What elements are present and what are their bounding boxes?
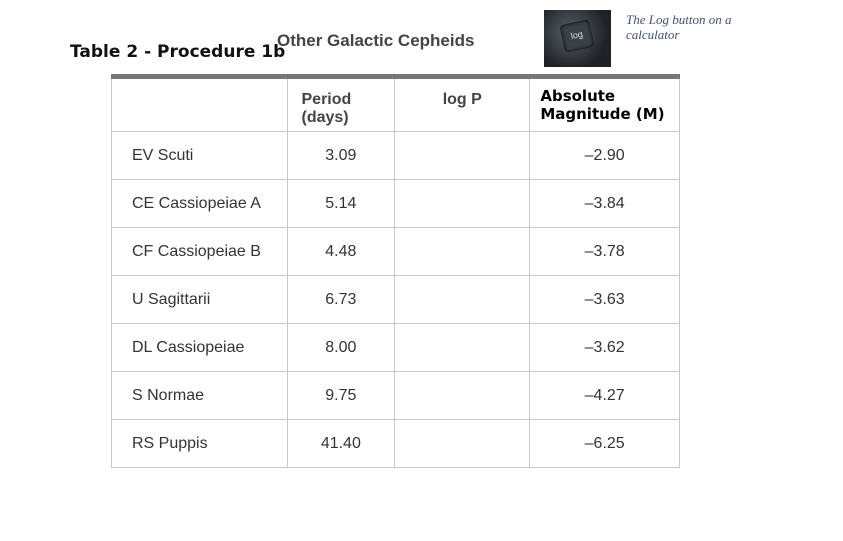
log-p-blank [394, 419, 531, 468]
period: 41.40 [286, 419, 396, 468]
table-row: DL Cassiopeiae 8.00 –3.62 [111, 323, 680, 372]
absolute-magnitude: –4.27 [529, 371, 680, 420]
log-p-blank [394, 227, 531, 276]
log-key: log [559, 19, 595, 53]
log-p-blank [394, 371, 531, 420]
absolute-magnitude: –3.84 [529, 179, 680, 228]
period: 5.14 [286, 179, 396, 228]
star-name: CE Cassiopeiae A [111, 179, 288, 228]
header-cell: Period (days) [286, 76, 396, 132]
image-caption: The Log button on a calculator [626, 12, 732, 42]
log-p-blank [394, 323, 531, 372]
absolute-magnitude: –3.63 [529, 275, 680, 324]
log-p-blank [394, 179, 531, 228]
absolute-magnitude: –3.78 [529, 227, 680, 276]
header-row: Period (days) log P Absolute Magnitude (… [111, 76, 680, 132]
table-row: CF Cassiopeiae B 4.48 –3.78 [111, 227, 680, 276]
star-name: CF Cassiopeiae B [111, 227, 288, 276]
star-name: RS Puppis [111, 419, 288, 468]
calculator-image: log [544, 10, 611, 67]
table-title: Other Galactic Cepheids [277, 31, 475, 50]
star-name: EV Scuti [111, 131, 288, 180]
absolute-magnitude: –3.62 [529, 323, 680, 372]
period: 4.48 [286, 227, 396, 276]
header-cell: Absolute Magnitude (M) [529, 76, 680, 132]
period: 8.00 [286, 323, 396, 372]
absolute-magnitude: –2.90 [529, 131, 680, 180]
table-label: Table 2 - Procedure 1b [70, 42, 286, 62]
header-cell [111, 76, 288, 132]
header-cell: log P [394, 76, 531, 132]
absolute-magnitude: –6.25 [529, 419, 680, 468]
period: 6.73 [286, 275, 396, 324]
table-row: CE Cassiopeiae A 5.14 –3.84 [111, 179, 680, 228]
table-row: U Sagittarii 6.73 –3.63 [111, 275, 680, 324]
table-row: RS Puppis 41.40 –6.25 [111, 419, 680, 468]
table-row: EV Scuti 3.09 –2.90 [111, 131, 680, 180]
table-row: S Normae 9.75 –4.27 [111, 371, 680, 420]
period: 9.75 [286, 371, 396, 420]
star-name: U Sagittarii [111, 275, 288, 324]
log-p-blank [394, 131, 531, 180]
period: 3.09 [286, 131, 396, 180]
star-name: S Normae [111, 371, 288, 420]
cepheid-table: Period (days) log P Absolute Magnitude (… [111, 74, 680, 468]
log-p-blank [394, 275, 531, 324]
star-name: DL Cassiopeiae [111, 323, 288, 372]
